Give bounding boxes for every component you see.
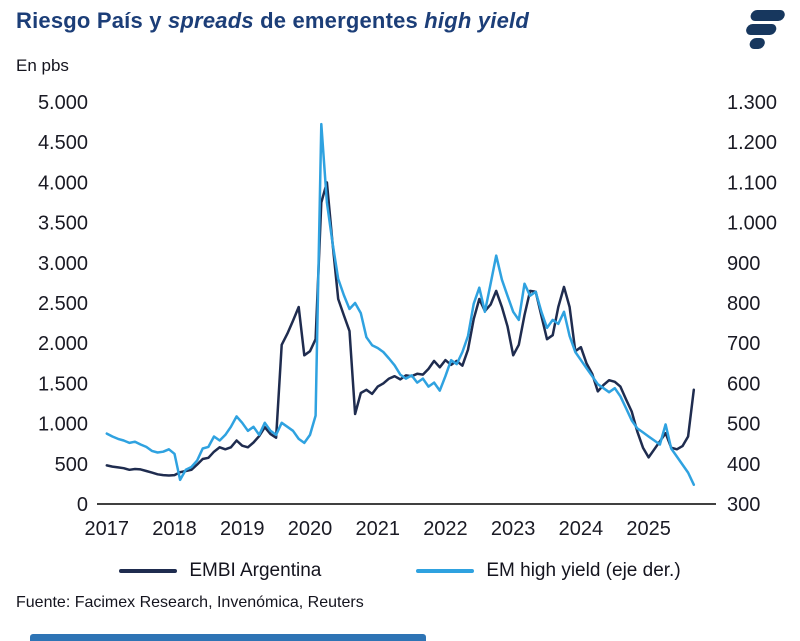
svg-text:300: 300 xyxy=(727,494,760,516)
svg-text:1.500: 1.500 xyxy=(38,373,88,395)
svg-text:2022: 2022 xyxy=(423,518,468,540)
chart-title-part: Riesgo País y xyxy=(16,8,168,33)
svg-text:2025: 2025 xyxy=(626,518,671,540)
svg-text:800: 800 xyxy=(727,293,760,315)
svg-text:2018: 2018 xyxy=(152,518,197,540)
chart-title-part: de emergentes xyxy=(253,8,425,33)
svg-text:2023: 2023 xyxy=(491,518,536,540)
source-note: Fuente: Facimex Research, Invenómica, Re… xyxy=(16,594,364,611)
chart-title-part-italic: high yield xyxy=(424,8,529,33)
svg-text:400: 400 xyxy=(727,454,760,476)
line-chart: 0 300 500 400 1.000 500 1.500 600 2.000 700 2.500 8… xyxy=(38,92,777,540)
svg-text:1.000: 1.000 xyxy=(727,213,777,235)
embi-line-swatch xyxy=(119,569,178,573)
svg-text:2.500: 2.500 xyxy=(38,293,88,315)
svg-text:700: 700 xyxy=(727,333,760,355)
svg-text:2024: 2024 xyxy=(559,518,604,540)
chart-title-part-italic: spreads xyxy=(167,8,254,33)
facimex-logo-icon xyxy=(746,10,785,49)
legend-label-em-high-yield: EM high yield (eje der.) xyxy=(486,560,681,581)
svg-text:1.300: 1.300 xyxy=(727,92,777,114)
svg-text:5.000: 5.000 xyxy=(38,92,88,114)
svg-text:1.100: 1.100 xyxy=(727,172,777,194)
axis-units-label: En pbs xyxy=(16,56,69,75)
legend: EMBI Argentina EM high yield (eje der.) xyxy=(0,560,800,582)
svg-text:4.000: 4.000 xyxy=(38,172,88,194)
em-high-yield-line-swatch xyxy=(416,569,475,573)
legend-item-embi: EMBI Argentina xyxy=(119,560,321,582)
svg-text:0: 0 xyxy=(77,494,88,516)
svg-text:3.000: 3.000 xyxy=(38,253,88,275)
legend-item-em-high-yield: EM high yield (eje der.) xyxy=(416,560,681,582)
svg-text:600: 600 xyxy=(727,373,760,395)
svg-text:2.000: 2.000 xyxy=(38,333,88,355)
svg-text:2017: 2017 xyxy=(85,518,130,540)
svg-text:1.000: 1.000 xyxy=(38,414,88,436)
svg-text:2020: 2020 xyxy=(288,518,333,540)
svg-text:500: 500 xyxy=(55,454,88,476)
header: Riesgo País y spreads de emergentes high… xyxy=(0,0,800,54)
footer-accent-bar xyxy=(30,634,426,641)
svg-text:500: 500 xyxy=(727,414,760,436)
legend-label-embi: EMBI Argentina xyxy=(189,560,322,581)
svg-text:2021: 2021 xyxy=(355,518,400,540)
svg-text:1.200: 1.200 xyxy=(727,132,777,154)
svg-text:900: 900 xyxy=(727,253,760,275)
svg-text:2019: 2019 xyxy=(220,518,265,540)
svg-text:3.500: 3.500 xyxy=(38,213,88,235)
chart-title: Riesgo País y spreads de emergentes high… xyxy=(16,8,529,34)
svg-text:4.500: 4.500 xyxy=(38,132,88,154)
